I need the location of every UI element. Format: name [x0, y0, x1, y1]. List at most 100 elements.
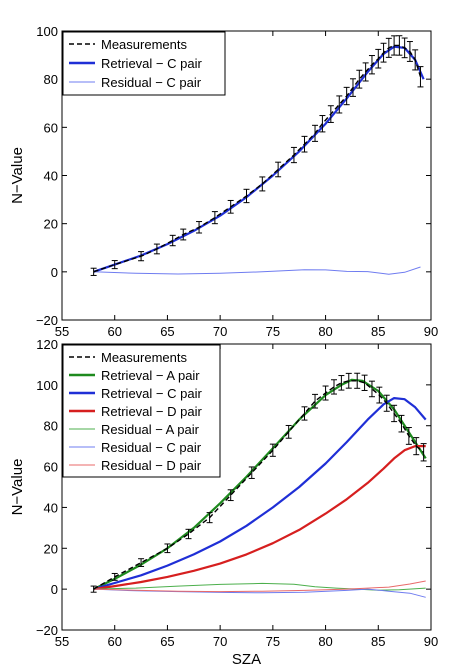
- error-bar: [413, 437, 420, 456]
- legend-entry: Measurements: [69, 350, 187, 365]
- error-bar: [383, 394, 390, 412]
- error-bar: [349, 78, 356, 97]
- series-group: [90, 35, 425, 276]
- legend-label: Retrieval − A pair: [101, 368, 200, 383]
- error-bar: [312, 124, 319, 142]
- legend-label: Measurements: [101, 37, 187, 52]
- y-tick-label: 60: [44, 460, 58, 475]
- error-bar: [290, 146, 297, 164]
- y-tick-label: −20: [36, 623, 58, 638]
- x-axis-label: SZA: [232, 651, 261, 668]
- error-bar: [301, 135, 308, 153]
- y-tick-label: 80: [44, 72, 58, 87]
- error-bar: [368, 55, 375, 75]
- error-bar: [391, 35, 398, 56]
- error-bar: [385, 37, 392, 58]
- y-axis-label: N−Value: [9, 459, 26, 516]
- error-bar: [111, 572, 118, 581]
- x-tick-label: 70: [213, 324, 227, 339]
- legend-entry: Residual − C pair: [69, 75, 202, 90]
- legend-label: Residual − C pair: [101, 440, 202, 455]
- error-bar: [368, 380, 375, 398]
- error-bar: [185, 528, 192, 540]
- y-tick-label: −20: [36, 313, 58, 328]
- x-tick-label: 85: [371, 324, 385, 339]
- error-bar: [401, 37, 408, 59]
- error-bar: [398, 414, 405, 433]
- series-group: [90, 372, 427, 598]
- legend-entry: Measurements: [69, 37, 187, 52]
- error-bar: [380, 42, 387, 63]
- error-bar: [338, 375, 345, 391]
- error-bar: [153, 243, 160, 255]
- error-bar: [405, 427, 412, 445]
- error-bar: [354, 372, 361, 389]
- x-tick-label: 65: [160, 634, 174, 649]
- y-axis-label: N−Value: [9, 147, 26, 204]
- x-tick-label: 60: [107, 324, 121, 339]
- x-tick-label: 85: [371, 634, 385, 649]
- legend-entry: Residual − A pair: [69, 422, 200, 437]
- error-bar: [259, 176, 266, 192]
- error-bar: [275, 161, 282, 178]
- error-bar: [169, 234, 176, 247]
- error-bar: [180, 228, 187, 241]
- error-bar: [412, 49, 419, 71]
- error-bar: [327, 105, 334, 123]
- x-tick-label: 60: [107, 634, 121, 649]
- y-tick-label: 20: [44, 541, 58, 556]
- y-tick-label: 0: [51, 582, 58, 597]
- error-bar: [361, 374, 368, 391]
- error-bar: [376, 386, 383, 404]
- legend-label: Retrieval − D pair: [101, 404, 202, 419]
- error-bar: [211, 211, 218, 225]
- error-bar: [227, 489, 234, 502]
- series-line-3: [93, 266, 421, 275]
- error-bar: [319, 115, 326, 133]
- error-bar: [356, 69, 363, 89]
- y-tick-label: 0: [51, 265, 58, 280]
- legend-label: Residual − A pair: [101, 422, 200, 437]
- error-bar: [138, 558, 145, 567]
- series-line-7: [93, 580, 426, 593]
- series-line-1: [93, 44, 422, 273]
- series-line-4: [93, 445, 426, 591]
- chart-panel-1: 55 60 65 70 75 80 85 90 −20 0 20 40 60 80 100 N−Value Me…: [9, 24, 438, 339]
- error-bar: [138, 251, 145, 262]
- error-bar: [111, 260, 118, 270]
- error-bar: [331, 379, 338, 395]
- x-tick-label: 55: [55, 324, 69, 339]
- error-bar: [396, 35, 403, 56]
- error-bar: [343, 86, 350, 106]
- y-tick-label: 80: [44, 419, 58, 434]
- error-bar: [196, 221, 203, 234]
- legend-entry: Retrieval − D pair: [69, 404, 202, 419]
- legend: Measurements Retrieval − C pair Residual −…: [62, 31, 226, 96]
- x-tick-label: 70: [213, 634, 227, 649]
- error-bar: [206, 512, 213, 524]
- error-bar: [285, 424, 292, 439]
- y-tick-label: 100: [36, 378, 58, 393]
- error-bar: [312, 393, 319, 409]
- error-bar: [406, 41, 413, 62]
- y-tick-label: 100: [36, 24, 58, 39]
- legend-entry: Residual − D pair: [69, 458, 202, 473]
- y-tick-label: 40: [44, 500, 58, 515]
- x-tick-label: 65: [160, 324, 174, 339]
- error-bar: [227, 199, 234, 214]
- error-bar: [391, 404, 398, 423]
- y-tick-label: 20: [44, 217, 58, 232]
- legend-entry: Retrieval − A pair: [69, 368, 200, 383]
- error-bar: [336, 95, 343, 114]
- y-tick-label: 60: [44, 120, 58, 135]
- error-bar: [243, 188, 250, 204]
- legend-entry: Residual − C pair: [69, 440, 202, 455]
- legend-label: Retrieval − C pair: [101, 386, 202, 401]
- legend: Measurements Retrieval − A pair Retrieval …: [62, 344, 221, 478]
- error-bar: [248, 466, 255, 479]
- series-line-2: [93, 45, 425, 273]
- legend-label: Residual − D pair: [101, 458, 202, 473]
- error-bar: [345, 372, 352, 389]
- series-line-1: [93, 380, 425, 590]
